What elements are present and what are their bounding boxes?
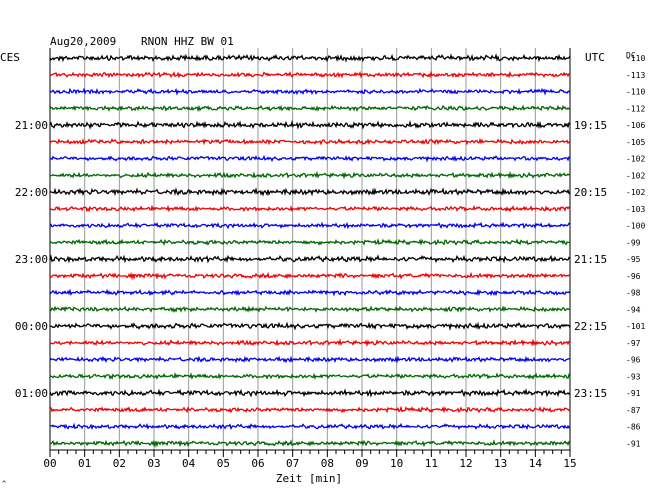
dc-offset-label: -97 bbox=[626, 339, 641, 348]
dc-offset-label: -105 bbox=[626, 138, 645, 147]
dc-offset-label: -112 bbox=[626, 104, 645, 113]
seismic-trace bbox=[49, 288, 571, 297]
seismic-trace bbox=[49, 439, 571, 448]
seismic-trace bbox=[49, 338, 571, 348]
dc-offset-label: -96 bbox=[626, 356, 641, 365]
dc-offset-label: -100 bbox=[626, 222, 645, 231]
x-tick-label: 14 bbox=[529, 457, 543, 470]
seismic-trace bbox=[49, 187, 571, 197]
x-tick-label: 15 bbox=[563, 457, 576, 470]
dc-offset-label: -94 bbox=[626, 305, 641, 314]
dc-header-label: DC bbox=[626, 51, 636, 60]
left-timezone-label: CES bbox=[0, 51, 20, 64]
seismic-trace bbox=[49, 388, 571, 398]
dc-offset-label: -103 bbox=[626, 205, 645, 214]
dc-offset-label: -93 bbox=[626, 372, 641, 381]
x-tick-label: 12 bbox=[459, 457, 472, 470]
seismic-trace bbox=[49, 405, 571, 414]
x-tick-label: 08 bbox=[321, 457, 334, 470]
dc-offset-label: -113 bbox=[626, 71, 645, 80]
dc-offset-label: -101 bbox=[626, 322, 645, 331]
left-hour-label: 21:00 bbox=[15, 119, 48, 132]
seismic-trace bbox=[49, 119, 571, 130]
seismic-trace bbox=[49, 221, 571, 230]
dc-offset-label: -110 bbox=[626, 88, 645, 97]
corner-mark: ^ bbox=[2, 480, 6, 488]
x-tick-label: 13 bbox=[494, 457, 507, 470]
left-hour-label: 00:00 bbox=[15, 320, 48, 333]
x-tick-label: 03 bbox=[147, 457, 160, 470]
dc-offset-label: -102 bbox=[626, 155, 645, 164]
date-label: Aug20,2009 bbox=[50, 35, 116, 48]
dc-offset-label: -95 bbox=[626, 255, 641, 264]
x-tick-label: 00 bbox=[43, 457, 56, 470]
dc-offset-label: -110 bbox=[626, 54, 645, 63]
seismic-trace bbox=[49, 238, 571, 246]
left-hour-label: 01:00 bbox=[15, 387, 48, 400]
x-tick-label: 06 bbox=[251, 457, 264, 470]
dc-offset-label: -99 bbox=[626, 238, 641, 247]
station-label: RNON HHZ BW 01 bbox=[141, 35, 234, 48]
seismic-trace bbox=[49, 87, 571, 96]
x-tick-label: 05 bbox=[217, 457, 230, 470]
x-tick-label: 02 bbox=[113, 457, 126, 470]
x-tick-label: 01 bbox=[78, 457, 91, 470]
right-hour-label: 20:15 bbox=[574, 186, 607, 199]
dc-offset-label: -106 bbox=[626, 121, 645, 130]
right-hour-label: 23:15 bbox=[574, 387, 607, 400]
dc-offset-label: -91 bbox=[626, 439, 641, 448]
seismic-trace bbox=[49, 53, 571, 63]
dc-offset-label: -98 bbox=[626, 289, 641, 298]
dc-offset-label: -96 bbox=[626, 272, 641, 281]
dc-offset-label: -86 bbox=[626, 423, 641, 432]
right-hour-label: 19:15 bbox=[574, 119, 607, 132]
left-hour-label: 23:00 bbox=[15, 253, 48, 266]
seismic-trace bbox=[49, 271, 571, 281]
x-tick-label: 09 bbox=[355, 457, 368, 470]
x-axis-label: Zeit [min] bbox=[276, 472, 342, 485]
seismic-trace bbox=[49, 104, 571, 113]
seismic-trace bbox=[49, 204, 571, 213]
dc-offset-label: -102 bbox=[626, 188, 645, 197]
x-tick-label: 11 bbox=[425, 457, 438, 470]
seismic-trace bbox=[49, 137, 571, 146]
seismic-trace bbox=[49, 70, 571, 79]
dc-offset-label: -91 bbox=[626, 389, 641, 398]
dc-offset-label: -102 bbox=[626, 171, 645, 180]
left-hour-label: 22:00 bbox=[15, 186, 48, 199]
seismic-trace bbox=[49, 254, 571, 264]
right-timezone-label: UTC bbox=[585, 51, 605, 64]
right-hour-label: 21:15 bbox=[574, 253, 607, 266]
x-tick-label: 07 bbox=[286, 457, 299, 470]
x-tick-label: 10 bbox=[390, 457, 403, 470]
right-hour-label: 22:15 bbox=[574, 320, 607, 333]
dc-offset-label: -87 bbox=[626, 406, 641, 415]
x-tick-label: 04 bbox=[182, 457, 196, 470]
seismic-trace bbox=[49, 305, 571, 314]
seismic-trace bbox=[49, 321, 571, 332]
seismic-trace bbox=[49, 154, 571, 163]
seismic-trace bbox=[49, 170, 571, 180]
seismic-trace bbox=[49, 372, 571, 380]
seismic-trace bbox=[49, 355, 571, 364]
seismic-trace bbox=[49, 422, 571, 431]
